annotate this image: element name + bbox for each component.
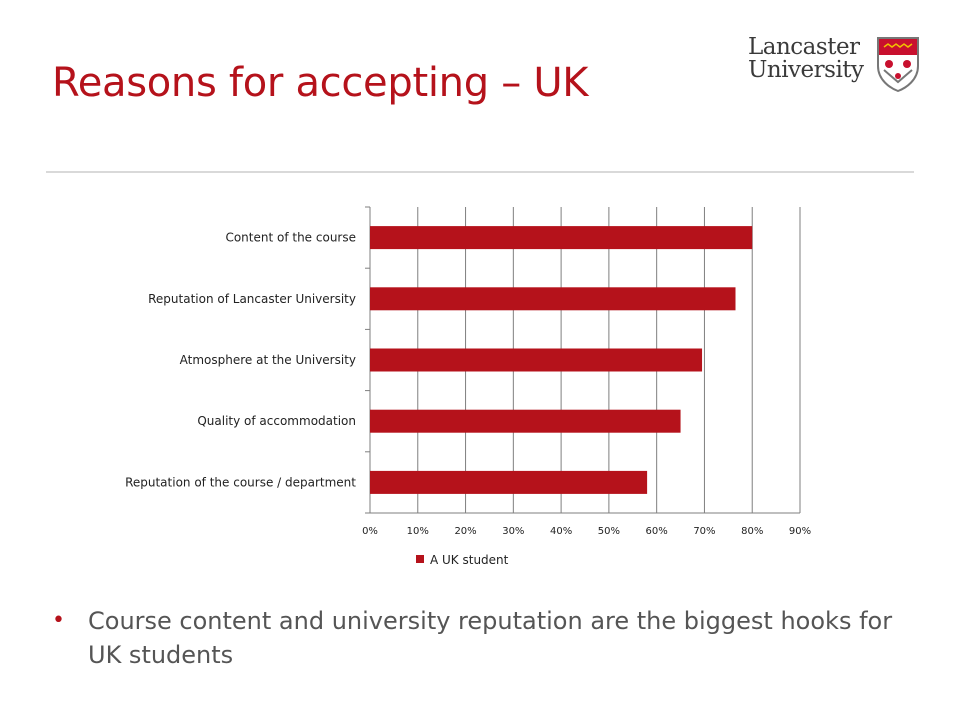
bar (370, 409, 681, 433)
logo-wordmark: Lancaster University (748, 36, 864, 82)
category-labels: Content of the course Reputation of Lanca… (125, 231, 356, 490)
bar (370, 348, 703, 372)
x-tick-labels: 0% 10% 20% 30% 40% 50% 60% 70% 80% 90% (362, 526, 811, 537)
slide-title: Reasons for accepting – UK (52, 60, 589, 106)
legend-label: A UK student (430, 553, 509, 567)
category-label: Reputation of the course / department (125, 475, 356, 489)
x-tick-label: 80% (741, 526, 763, 537)
x-tick-label: 30% (502, 526, 524, 537)
bar (370, 470, 648, 494)
legend: A UK student (416, 553, 509, 567)
university-crest-icon (877, 37, 919, 92)
category-label: Content of the course (225, 231, 356, 245)
bullet-point: • Course content and university reputati… (52, 604, 922, 672)
x-tick-label: 20% (454, 526, 476, 537)
university-logo: Lancaster University (748, 36, 928, 96)
bullet-marker: • (52, 608, 65, 633)
x-tick-label: 90% (789, 526, 811, 537)
bar (370, 226, 753, 250)
legend-swatch (416, 555, 424, 563)
bullet-text: Course content and university reputation… (88, 607, 893, 669)
x-tick-label: 60% (646, 526, 668, 537)
x-tick-label: 40% (550, 526, 572, 537)
category-label: Reputation of Lancaster University (148, 292, 356, 306)
x-tick-label: 0% (362, 526, 378, 537)
x-tick-label: 10% (407, 526, 429, 537)
x-tick-label: 50% (598, 526, 620, 537)
logo-line-2: University (748, 57, 864, 83)
category-label: Atmosphere at the University (180, 353, 356, 367)
title-divider (46, 171, 914, 173)
bar (370, 287, 736, 311)
bars (370, 226, 753, 494)
category-label: Quality of accommodation (197, 414, 356, 428)
logo-line-1: Lancaster (748, 34, 860, 60)
x-tick-label: 70% (693, 526, 715, 537)
